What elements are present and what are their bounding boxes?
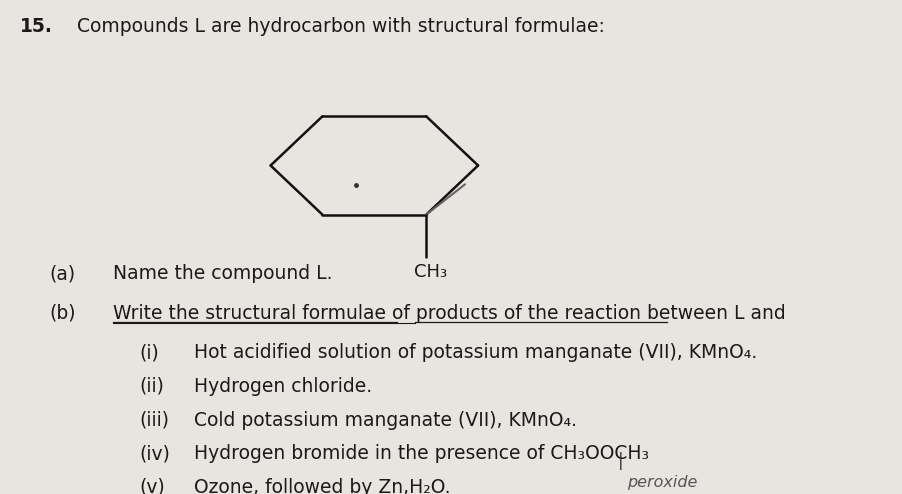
Text: |: | [618,453,623,470]
Text: (iii): (iii) [140,411,170,429]
Text: Hydrogen chloride.: Hydrogen chloride. [194,377,372,396]
Text: Compounds L are hydrocarbon with structural formulae:: Compounds L are hydrocarbon with structu… [77,17,604,36]
Text: 15.: 15. [20,17,52,36]
Text: (a): (a) [50,264,76,283]
Text: Hydrogen bromide in the presence of CH₃OOCH₃: Hydrogen bromide in the presence of CH₃O… [194,444,649,463]
Text: Hot acidified solution of potassium manganate (VII), KMnO₄.: Hot acidified solution of potassium mang… [194,343,757,362]
Text: Write the structural formulae of products of the reaction between L and: Write the structural formulae of product… [113,304,786,323]
Text: Cold potassium manganate (VII), KMnO₄.: Cold potassium manganate (VII), KMnO₄. [194,411,577,429]
Text: peroxide: peroxide [627,475,697,490]
Text: CH₃: CH₃ [414,263,447,281]
Text: Name the compound L.: Name the compound L. [113,264,332,283]
Text: (iv): (iv) [140,444,170,463]
Text: (v): (v) [140,478,166,494]
Text: (i): (i) [140,343,160,362]
Text: (b): (b) [50,304,76,323]
Text: Ozone, followed by Zn,H₂O.: Ozone, followed by Zn,H₂O. [194,478,450,494]
Text: (ii): (ii) [140,377,165,396]
